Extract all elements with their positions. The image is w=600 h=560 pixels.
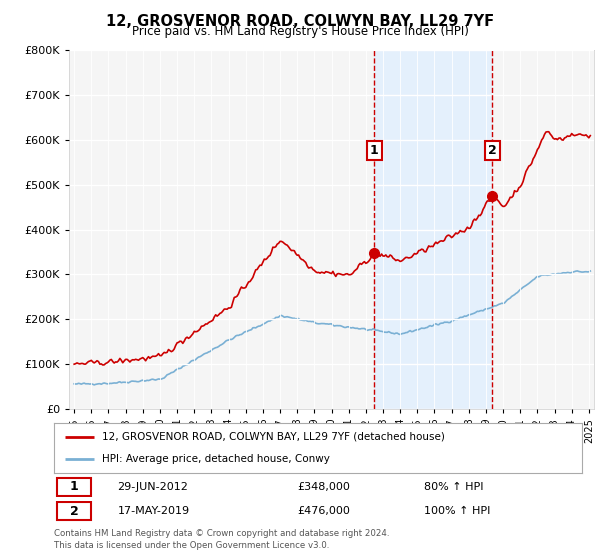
Text: 1: 1 [370, 144, 379, 157]
Text: 100% ↑ HPI: 100% ↑ HPI [424, 506, 490, 516]
Text: Price paid vs. HM Land Registry's House Price Index (HPI): Price paid vs. HM Land Registry's House … [131, 25, 469, 38]
Text: £476,000: £476,000 [297, 506, 350, 516]
Bar [374, 50, 493, 409]
Text: 17-MAY-2019: 17-MAY-2019 [118, 506, 190, 516]
Text: 1: 1 [70, 480, 79, 493]
FancyBboxPatch shape [56, 502, 91, 520]
Text: 12, GROSVENOR ROAD, COLWYN BAY, LL29 7YF (detached house): 12, GROSVENOR ROAD, COLWYN BAY, LL29 7YF… [101, 432, 445, 442]
Text: 2: 2 [70, 505, 79, 518]
Text: Contains HM Land Registry data © Crown copyright and database right 2024.
This d: Contains HM Land Registry data © Crown c… [54, 529, 389, 550]
Text: 12, GROSVENOR ROAD, COLWYN BAY, LL29 7YF: 12, GROSVENOR ROAD, COLWYN BAY, LL29 7YF [106, 14, 494, 29]
Text: 2: 2 [488, 144, 497, 157]
Text: 29-JUN-2012: 29-JUN-2012 [118, 482, 188, 492]
Text: £348,000: £348,000 [297, 482, 350, 492]
FancyBboxPatch shape [56, 478, 91, 496]
Text: 80% ↑ HPI: 80% ↑ HPI [424, 482, 483, 492]
Text: HPI: Average price, detached house, Conwy: HPI: Average price, detached house, Conw… [101, 454, 329, 464]
